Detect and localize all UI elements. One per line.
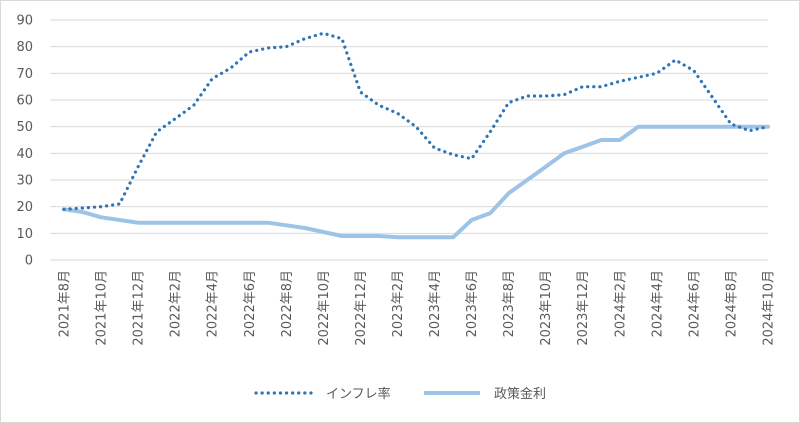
- y-axis-ticks: 0 10 20 30 40 50 60 70 80 90: [16, 14, 33, 269]
- y-tick-label: 60: [16, 94, 33, 109]
- x-tick-label: 2024年4月: [650, 270, 665, 337]
- x-tick-label: 2024年8月: [724, 270, 739, 337]
- y-tick-label: 80: [16, 40, 33, 55]
- series-line-1: [62, 31, 770, 211]
- x-tick-label: 2024年6月: [687, 270, 702, 337]
- x-tick-label: 2023年4月: [428, 270, 443, 337]
- x-tick-label: 2022年8月: [280, 270, 295, 337]
- x-tick-label: 2023年8月: [502, 270, 517, 337]
- x-tick-label: 2021年8月: [58, 270, 73, 337]
- series-lines: [62, 31, 770, 240]
- y-tick-label: 30: [16, 174, 33, 189]
- x-tick-label: 2022年10月: [317, 270, 332, 346]
- x-axis-ticks: 2021年8月 2021年10月 2021年12月 2022年2月 2022年4月 202…: [58, 270, 777, 346]
- y-tick-label: 70: [16, 67, 33, 82]
- x-tick-label: 2021年12月: [132, 270, 147, 346]
- x-tick-label: 2022年12月: [354, 270, 369, 346]
- y-tick-label: 0: [25, 254, 33, 269]
- x-tick-label: 2023年2月: [391, 270, 406, 337]
- x-tick-label: 2024年2月: [613, 270, 628, 337]
- legend-label-2: 政策金利: [494, 386, 546, 402]
- y-tick-label: 10: [16, 227, 33, 242]
- x-tick-label: 2023年12月: [576, 270, 591, 346]
- series-line-2: [62, 124, 770, 240]
- x-tick-label: 2022年4月: [206, 270, 221, 337]
- legend-label-1: インフレ率: [326, 386, 391, 402]
- y-tick-label: 20: [16, 200, 33, 215]
- y-tick-label: 40: [16, 147, 33, 162]
- x-tick-label: 2022年2月: [169, 270, 184, 337]
- x-tick-label: 2023年6月: [465, 270, 480, 337]
- x-tick-label: 2024年10月: [762, 270, 777, 346]
- y-tick-label: 50: [16, 120, 33, 135]
- x-tick-label: 2022年6月: [243, 270, 258, 337]
- x-tick-label: 2021年10月: [95, 270, 110, 346]
- y-tick-label: 90: [16, 14, 33, 29]
- x-tick-label: 2023年10月: [539, 270, 554, 346]
- legend: インフレ率 政策金利: [254, 386, 546, 402]
